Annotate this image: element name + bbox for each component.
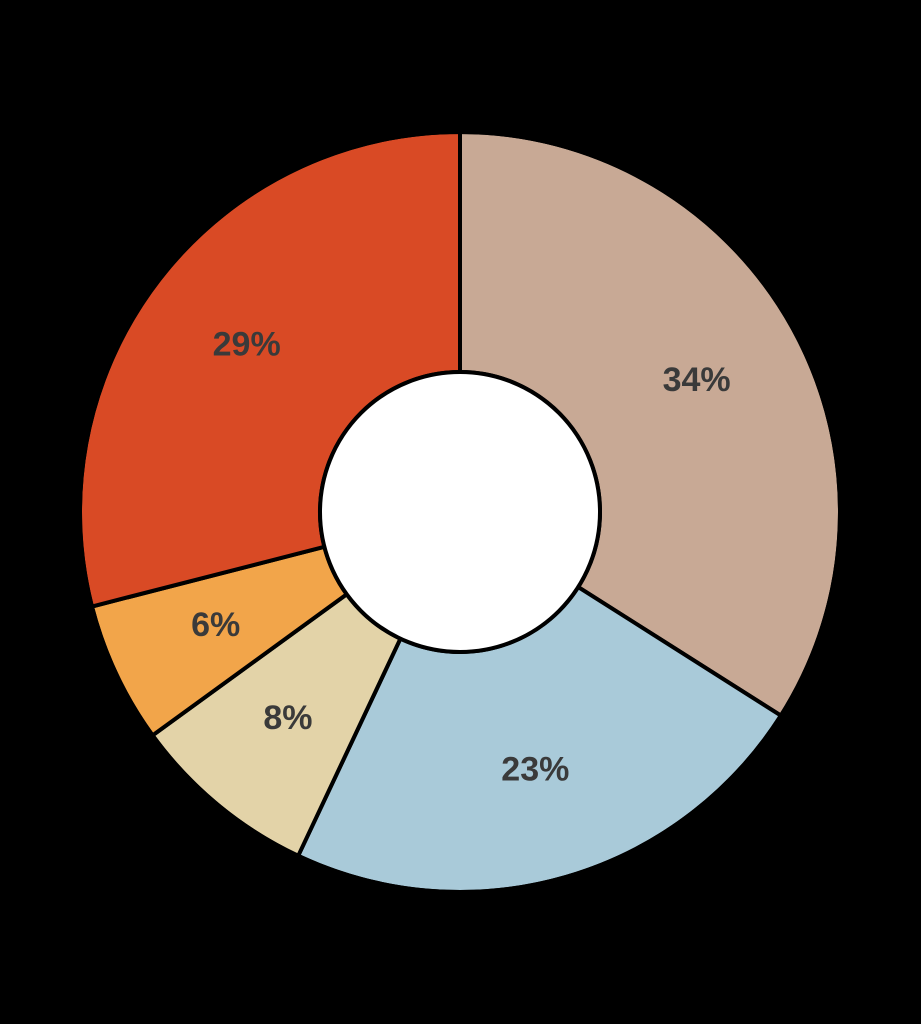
slice-label: 6% — [191, 606, 240, 644]
slice-label: 8% — [263, 699, 312, 737]
donut-chart: 34% 23% 8% 6% 29% — [0, 0, 921, 1024]
donut-chart-container: 34% 23% 8% 6% 29% — [0, 0, 921, 1024]
donut-center — [320, 372, 600, 652]
slice-label: 34% — [663, 361, 731, 399]
slice-label: 29% — [213, 325, 281, 363]
slice-label: 23% — [501, 750, 569, 788]
